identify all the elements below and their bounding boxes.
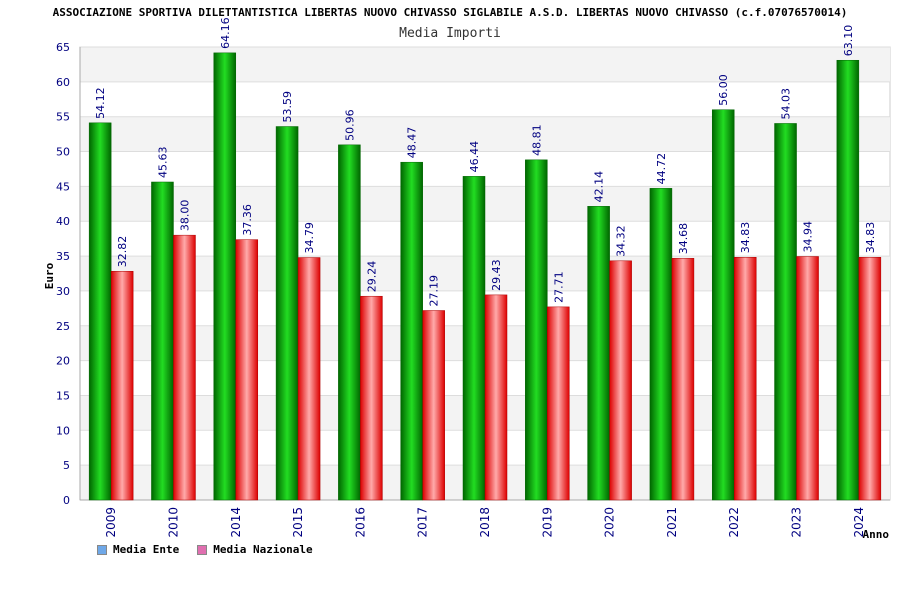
bar-media-ente [649,188,673,501]
y-tick-label: 25 [56,320,70,333]
data-label-media-ente: 42.14 [593,171,606,203]
data-label-media-nazionale: 38.00 [178,200,191,232]
y-tick-label: 60 [56,76,70,89]
y-tick-label: 30 [56,285,70,298]
y-tick-label: 5 [63,459,70,472]
data-label-media-nazionale: 34.32 [615,225,628,257]
data-label-media-nazionale: 29.24 [365,261,378,293]
data-label-media-nazionale: 34.83 [864,222,877,254]
bar-media-ente [462,176,486,501]
x-tick-label: 2018 [478,507,492,538]
bar-media-ente [151,181,174,501]
legend-label-media-nazionale: Media Nazionale [213,543,313,556]
data-label-media-ente: 44.72 [655,153,668,185]
bar-media-ente [587,206,610,501]
data-label-media-ente: 48.47 [406,127,419,159]
data-label-media-nazionale: 37.36 [241,204,254,236]
bar-media-ente [213,52,237,501]
legend-swatch-media-ente [97,544,107,555]
data-label-media-nazionale: 34.83 [739,222,752,254]
y-tick-label: 65 [56,41,70,54]
bar-media-ente [711,109,735,501]
data-label-media-ente: 64.16 [219,17,232,49]
data-label-media-ente: 53.59 [281,91,294,123]
legend-label-media-ente: Media Ente [113,543,180,556]
chart-subtitle: Media Importi [399,26,501,41]
data-label-media-ente: 56.00 [717,74,730,106]
y-tick-label: 45 [56,180,70,193]
x-tick-label: 2014 [229,507,243,538]
bar-media-nazionale [733,257,757,501]
data-label-media-ente: 45.63 [156,146,169,178]
data-label-media-nazionale: 27.71 [552,271,565,303]
x-tick-label: 2019 [540,507,554,538]
data-label-media-nazionale: 29.43 [490,259,503,291]
bar-media-nazionale [422,310,445,501]
bar-media-nazionale [360,295,383,501]
bar-media-ente [774,123,797,501]
y-tick-label: 10 [56,424,70,437]
data-label-media-ente: 54.12 [94,87,107,118]
bar-media-nazionale [235,239,259,501]
legend: Media Ente Media Nazionale [97,543,313,556]
data-label-media-nazionale: 34.94 [802,221,815,253]
bar-media-ente [275,126,299,501]
data-label-media-nazionale: 27.19 [428,275,441,307]
data-label-media-ente: 54.03 [780,88,793,120]
bar-media-nazionale [858,257,882,501]
data-label-media-ente: 63.10 [842,25,855,57]
x-tick-label: 2024 [852,507,866,538]
x-tick-label: 2022 [727,507,741,538]
data-label-media-ente: 46.44 [468,141,481,173]
y-axis-title: Euro [43,262,56,289]
y-tick-label: 15 [56,389,70,402]
bar-media-nazionale [609,260,632,501]
data-label-media-nazionale: 32.82 [116,236,129,268]
bar-media-nazionale [173,234,196,501]
legend-swatch-media-nazionale [197,544,208,555]
bar-media-nazionale [671,258,695,501]
bar-media-ente [88,122,112,501]
bar-media-ente [338,144,361,501]
y-tick-label: 0 [63,494,70,507]
x-tick-label: 2021 [665,507,679,538]
y-tick-label: 55 [56,111,70,124]
bar-media-ente [400,161,423,501]
x-tick-label: 2010 [166,507,180,538]
bar-media-nazionale [297,257,321,501]
bar-media-nazionale [484,294,508,501]
x-tick-label: 2020 [603,507,617,538]
x-axis-title: Anno [863,528,890,541]
y-tick-label: 50 [56,146,70,159]
grid-band [80,116,890,152]
legend-item-media-ente: Media Ente [97,543,179,556]
x-tick-label: 2009 [104,507,118,538]
chart-title: ASSOCIAZIONE SPORTIVA DILETTANTISTICA LI… [52,6,848,19]
x-tick-label: 2016 [353,507,367,538]
bar-media-nazionale [796,256,819,501]
x-tick-label: 2023 [790,507,804,538]
x-tick-label: 2017 [416,507,430,538]
bar-media-nazionale [547,306,570,501]
data-label-media-nazionale: 34.79 [303,222,316,254]
y-tick-label: 40 [56,215,70,228]
legend-item-media-nazionale: Media Nazionale [197,543,313,556]
data-label-media-ente: 48.81 [530,124,543,156]
bar-media-nazionale [110,271,134,501]
grid-band [80,47,890,82]
y-tick-label: 20 [56,355,70,368]
bar-media-ente [836,59,860,501]
data-label-media-ente: 50.96 [343,109,356,141]
data-label-media-nazionale: 34.68 [677,223,690,255]
bar-media-ente [525,159,548,501]
y-tick-label: 35 [56,250,70,263]
x-tick-label: 2015 [291,507,305,538]
